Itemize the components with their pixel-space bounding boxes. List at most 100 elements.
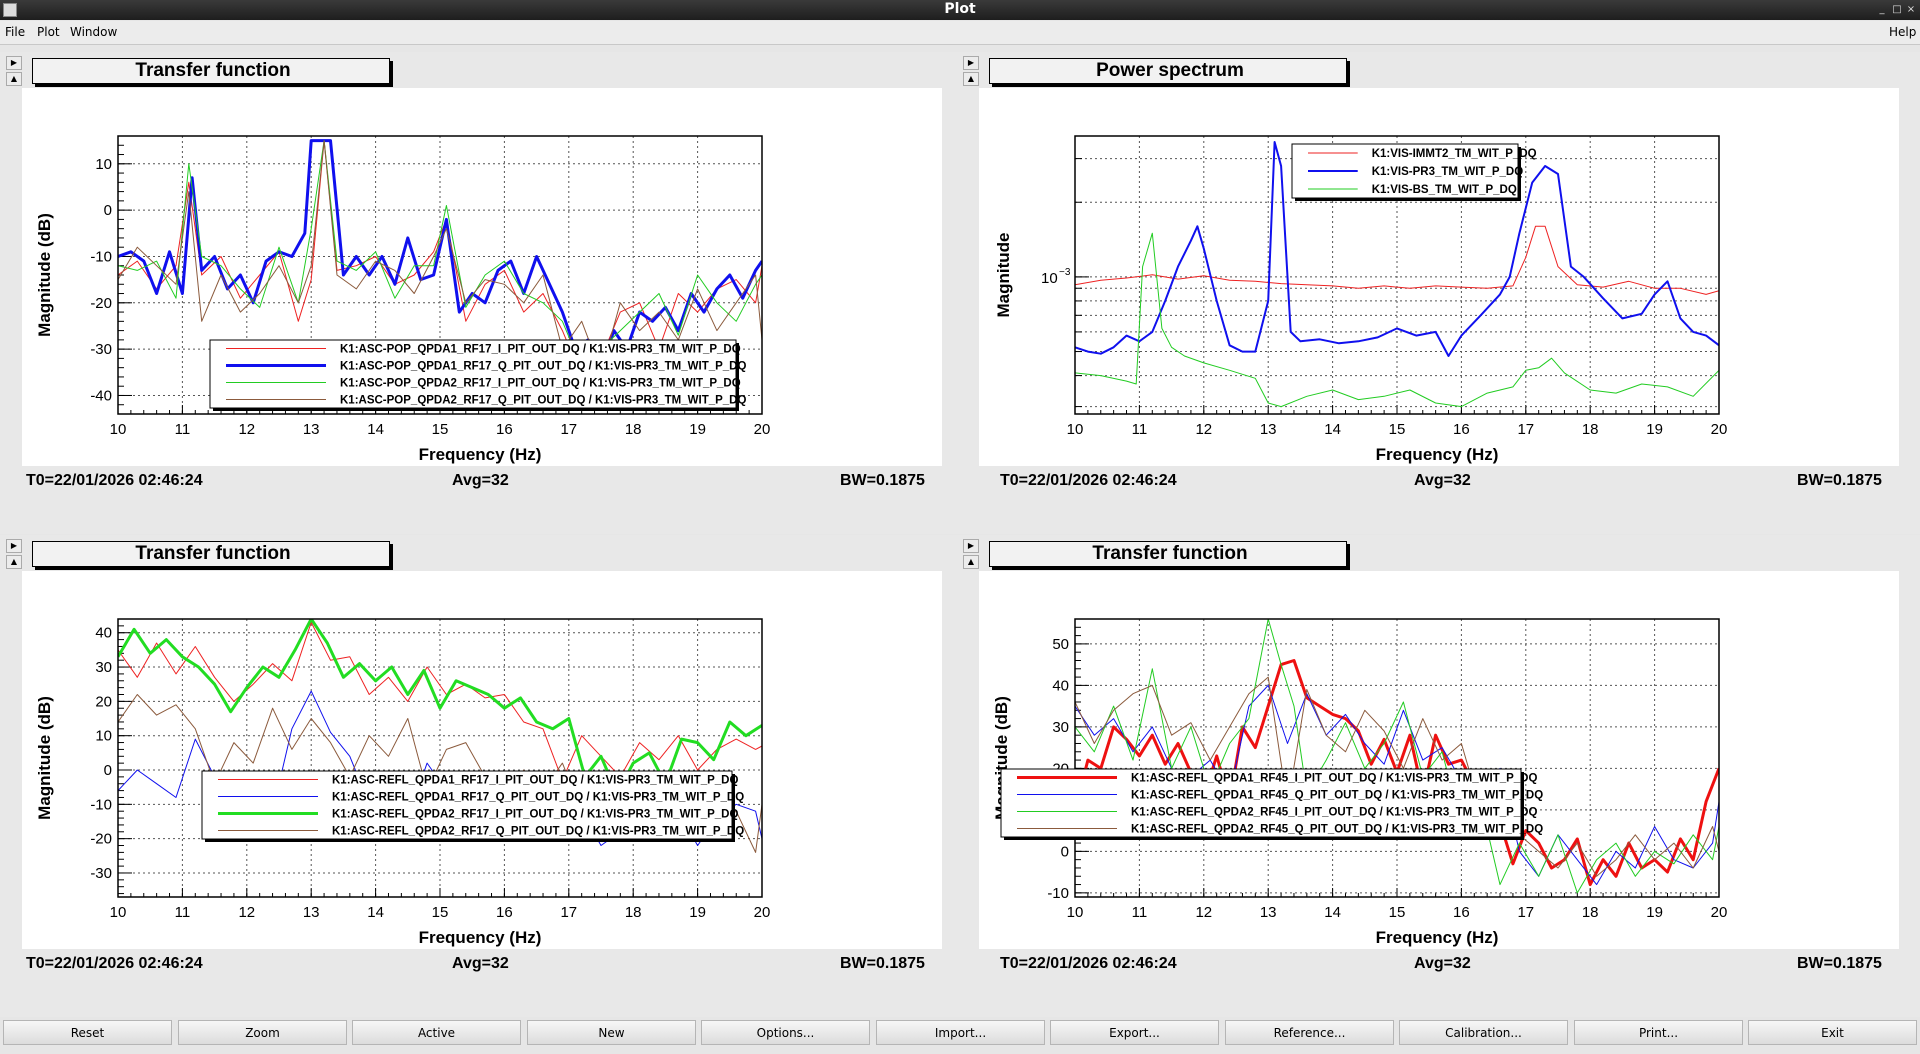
pad-collapse-up-icon[interactable]: ▲ — [963, 555, 979, 569]
plot-panel-top-right[interactable]: ▶ ▲ Power spectrum 10 11 12 13 14 15 16 17 18 19 2… — [957, 52, 1920, 534]
y-axis-label: Magnitude (dB) — [35, 213, 54, 337]
menu-help[interactable]: Help — [1889, 25, 1917, 39]
x-tick-label: 16 — [496, 904, 513, 921]
series-line-3 — [1075, 619, 1719, 894]
window-title-bar[interactable]: Plot _ □ × — [0, 0, 1920, 20]
chart-svg[interactable]: 10 11 12 13 14 15 16 17 18 19 20 40 30 20 10 0 -10 -20 -30… — [22, 571, 942, 949]
x-tick-label: 10 — [1067, 421, 1084, 438]
y-tick-label: -10 — [90, 796, 112, 813]
series-line-4 — [118, 140, 762, 373]
x-tick-label: 19 — [689, 904, 706, 921]
avg-label: Avg=32 — [452, 955, 509, 972]
y-tick-label: -20 — [90, 295, 112, 312]
x-axis-label: Frequency (Hz) — [419, 445, 542, 464]
x-tick-label: 18 — [625, 421, 642, 438]
plot-panel-bottom-left[interactable]: ▶ ▲ Transfer function 10 11 12 13 14 15 16 17 18… — [0, 535, 957, 1017]
legend-entry-3: K1:ASC-REFL_QPDA2_RF45_I_PIT_OUT_DQ / K1… — [1131, 807, 1537, 819]
x-tick-label: 15 — [1389, 904, 1406, 921]
toolbar-button-calibration[interactable]: Calibration... — [1399, 1020, 1568, 1045]
window-menu-icon[interactable] — [3, 3, 17, 17]
plot-title-box: Transfer function — [32, 541, 390, 567]
y-tick-label: 50 — [1052, 636, 1069, 653]
x-tick-label: 20 — [754, 421, 771, 438]
x-tick-label: 13 — [303, 904, 320, 921]
plot-panel-bottom-right[interactable]: ▶ ▲ Transfer function 10 11 12 13 14 15 16 17 18… — [957, 535, 1920, 1017]
toolbar-button-print[interactable]: Print... — [1574, 1020, 1743, 1045]
t0-label: T0=22/01/2026 02:46:24 — [26, 472, 203, 489]
x-axis-label: Frequency (Hz) — [419, 928, 542, 947]
x-tick-label: 19 — [1646, 421, 1663, 438]
legend-box — [1000, 768, 1522, 838]
toolbar-button-zoom[interactable]: Zoom — [178, 1020, 347, 1045]
chart-svg[interactable]: 10 11 12 13 14 15 16 17 18 19 20 10 0 -10 -20 -30 -40 Fre… — [22, 88, 942, 466]
pad-expand-right-icon[interactable]: ▶ — [963, 539, 979, 553]
pad-collapse-up-icon[interactable]: ▲ — [6, 555, 22, 569]
toolbar-button-active[interactable]: Active — [352, 1020, 521, 1045]
plot-canvas[interactable]: 10 11 12 13 14 15 16 17 18 19 20 10 0 -10 -20 -30 -40 Fre… — [22, 88, 942, 466]
maximize-icon[interactable]: □ — [1892, 4, 1902, 15]
y-tick-label: -10 — [1047, 885, 1069, 902]
y-tick-label: 10 — [95, 728, 112, 745]
bw-label: BW=0.1875 — [840, 472, 925, 489]
plot-canvas[interactable]: 101112131415161718192050403020100-10Freq… — [979, 571, 1899, 949]
y-axis-label: Magnitude — [994, 233, 1013, 318]
pad-collapse-up-icon[interactable]: ▲ — [6, 72, 22, 86]
x-tick-label: 11 — [175, 421, 191, 438]
menu-plot[interactable]: Plot — [37, 25, 60, 39]
plot-panel-top-left[interactable]: ▶ ▲ Transfer function 10 11 12 13 14 15 16 17 18… — [0, 52, 957, 534]
pad-collapse-up-icon[interactable]: ▲ — [963, 72, 979, 86]
series-line-2 — [118, 139, 762, 370]
x-axis-label: Frequency (Hz) — [1376, 445, 1499, 464]
legend-entry-1: K1:ASC-REFL_QPDA1_RF17_I_PIT_OUT_DQ / K1… — [332, 775, 738, 787]
x-tick-label: 20 — [1711, 904, 1728, 921]
pad-expand-right-icon[interactable]: ▶ — [963, 56, 979, 70]
toolbar-button-export[interactable]: Export... — [1050, 1020, 1219, 1045]
x-tick-label: 15 — [432, 904, 449, 921]
avg-label: Avg=32 — [1414, 955, 1471, 972]
series-line-3 — [118, 619, 762, 796]
t0-label: T0=22/01/2026 02:46:24 — [1000, 472, 1177, 489]
legend-entry-2: K1:ASC-REFL_QPDA1_RF45_Q_PIT_OUT_DQ / K1… — [1131, 790, 1543, 802]
y-tick-label: 30 — [1052, 719, 1069, 736]
minimize-icon[interactable]: _ — [1879, 4, 1885, 15]
legend-entry-3: K1:ASC-REFL_QPDA2_RF17_I_PIT_OUT_DQ / K1… — [332, 809, 738, 821]
plot-title-box: Transfer function — [989, 541, 1347, 567]
x-tick-label: 18 — [1582, 421, 1599, 438]
avg-label: Avg=32 — [1414, 472, 1471, 489]
x-tick-label: 13 — [1260, 421, 1277, 438]
plot-canvas[interactable]: 10 11 12 13 14 15 16 17 18 19 20 40 30 20 10 0 -10 -20 -30… — [22, 571, 942, 949]
plot-title: Power spectrum — [1096, 60, 1244, 81]
x-tick-label: 18 — [625, 904, 642, 921]
toolbar-button-reset[interactable]: Reset — [3, 1020, 172, 1045]
pad-expand-right-icon[interactable]: ▶ — [6, 539, 22, 553]
legend-entry-3: K1:VIS-BS_TM_WIT_P_DQ — [1372, 184, 1517, 196]
toolbar-button-new[interactable]: New — [527, 1020, 696, 1045]
bw-label: BW=0.1875 — [1797, 472, 1882, 489]
plot-frame — [117, 135, 763, 415]
series-line-3 — [1075, 232, 1719, 408]
x-tick-label: 14 — [367, 421, 384, 438]
chart-svg[interactable]: 101112131415161718192050403020100-10Freq… — [979, 571, 1899, 949]
x-tick-label: 13 — [1260, 904, 1277, 921]
menu-window[interactable]: Window — [70, 25, 118, 39]
plot-title: Transfer function — [1092, 543, 1248, 564]
legend-entry-3: K1:ASC-POP_QPDA2_RF17_I_PIT_OUT_DQ / K1:… — [340, 378, 741, 390]
toolbar-button-import[interactable]: Import... — [876, 1020, 1045, 1045]
toolbar-button-options[interactable]: Options... — [701, 1020, 870, 1045]
plot-canvas[interactable]: 10 11 12 13 14 15 16 17 18 19 20 10 −3 Frequency (Hz)… — [979, 88, 1899, 466]
bw-label: BW=0.1875 — [840, 955, 925, 972]
y-tick-label: 20 — [95, 693, 112, 710]
bw-label: BW=0.1875 — [1797, 955, 1882, 972]
pad-expand-right-icon[interactable]: ▶ — [6, 56, 22, 70]
x-axis-label: Frequency (Hz) — [1376, 928, 1499, 947]
close-icon[interactable]: × — [1906, 4, 1916, 15]
plot-title-box: Transfer function — [32, 58, 390, 84]
menu-file[interactable]: File — [5, 25, 26, 39]
toolbar-button-reference[interactable]: Reference... — [1225, 1020, 1394, 1045]
menu-bar: File Plot Window Help — [0, 21, 1920, 45]
y-tick-label: -40 — [90, 387, 112, 404]
x-tick-label: 11 — [1132, 421, 1148, 438]
toolbar-button-exit[interactable]: Exit — [1748, 1020, 1917, 1045]
x-tick-label: 17 — [1517, 421, 1534, 438]
